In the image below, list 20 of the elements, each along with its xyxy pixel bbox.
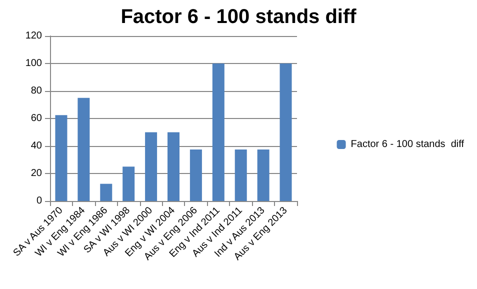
bar [280,64,292,201]
y-tick-label: 20 [30,168,42,179]
bar [190,149,202,201]
y-tick-label: 120 [25,30,42,42]
y-tick-label: 40 [30,140,42,152]
bar [100,184,112,201]
bar [168,132,180,201]
bar [257,149,270,201]
chart-title: Factor 6 - 100 stands diff [120,6,357,28]
legend-label: Factor 6 - 100 stands diff [350,139,464,150]
y-tick-label: 80 [30,86,42,96]
bar [78,98,90,201]
bar [234,149,247,201]
bar [212,64,224,201]
y-tick-label: 100 [25,58,42,69]
bar [145,132,158,201]
y-tick-label: 0 [36,196,42,206]
y-tick-label: 60 [30,113,42,124]
bar [122,166,135,201]
bar [55,115,68,201]
